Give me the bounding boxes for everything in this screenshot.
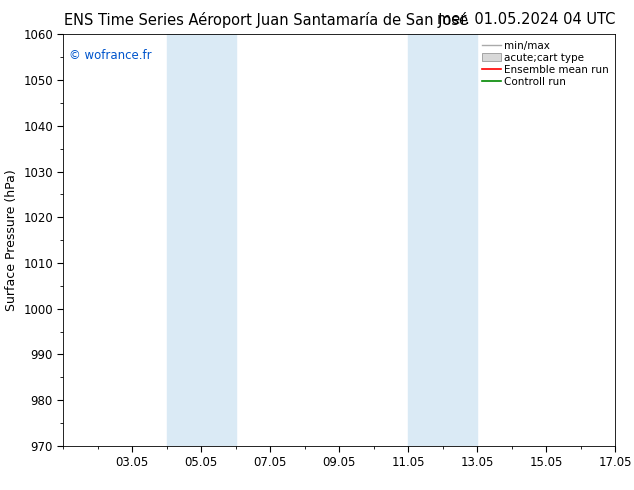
- Legend: min/max, acute;cart type, Ensemble mean run, Controll run: min/max, acute;cart type, Ensemble mean …: [479, 37, 612, 90]
- Text: ENS Time Series Aéroport Juan Santamaría de San José: ENS Time Series Aéroport Juan Santamaría…: [64, 12, 469, 28]
- Y-axis label: Surface Pressure (hPa): Surface Pressure (hPa): [4, 169, 18, 311]
- Bar: [167, 34, 202, 446]
- Bar: [202, 34, 236, 446]
- Text: mer. 01.05.2024 04 UTC: mer. 01.05.2024 04 UTC: [437, 12, 615, 27]
- Text: © wofrance.fr: © wofrance.fr: [69, 49, 152, 62]
- Bar: [408, 34, 443, 446]
- Bar: [443, 34, 477, 446]
